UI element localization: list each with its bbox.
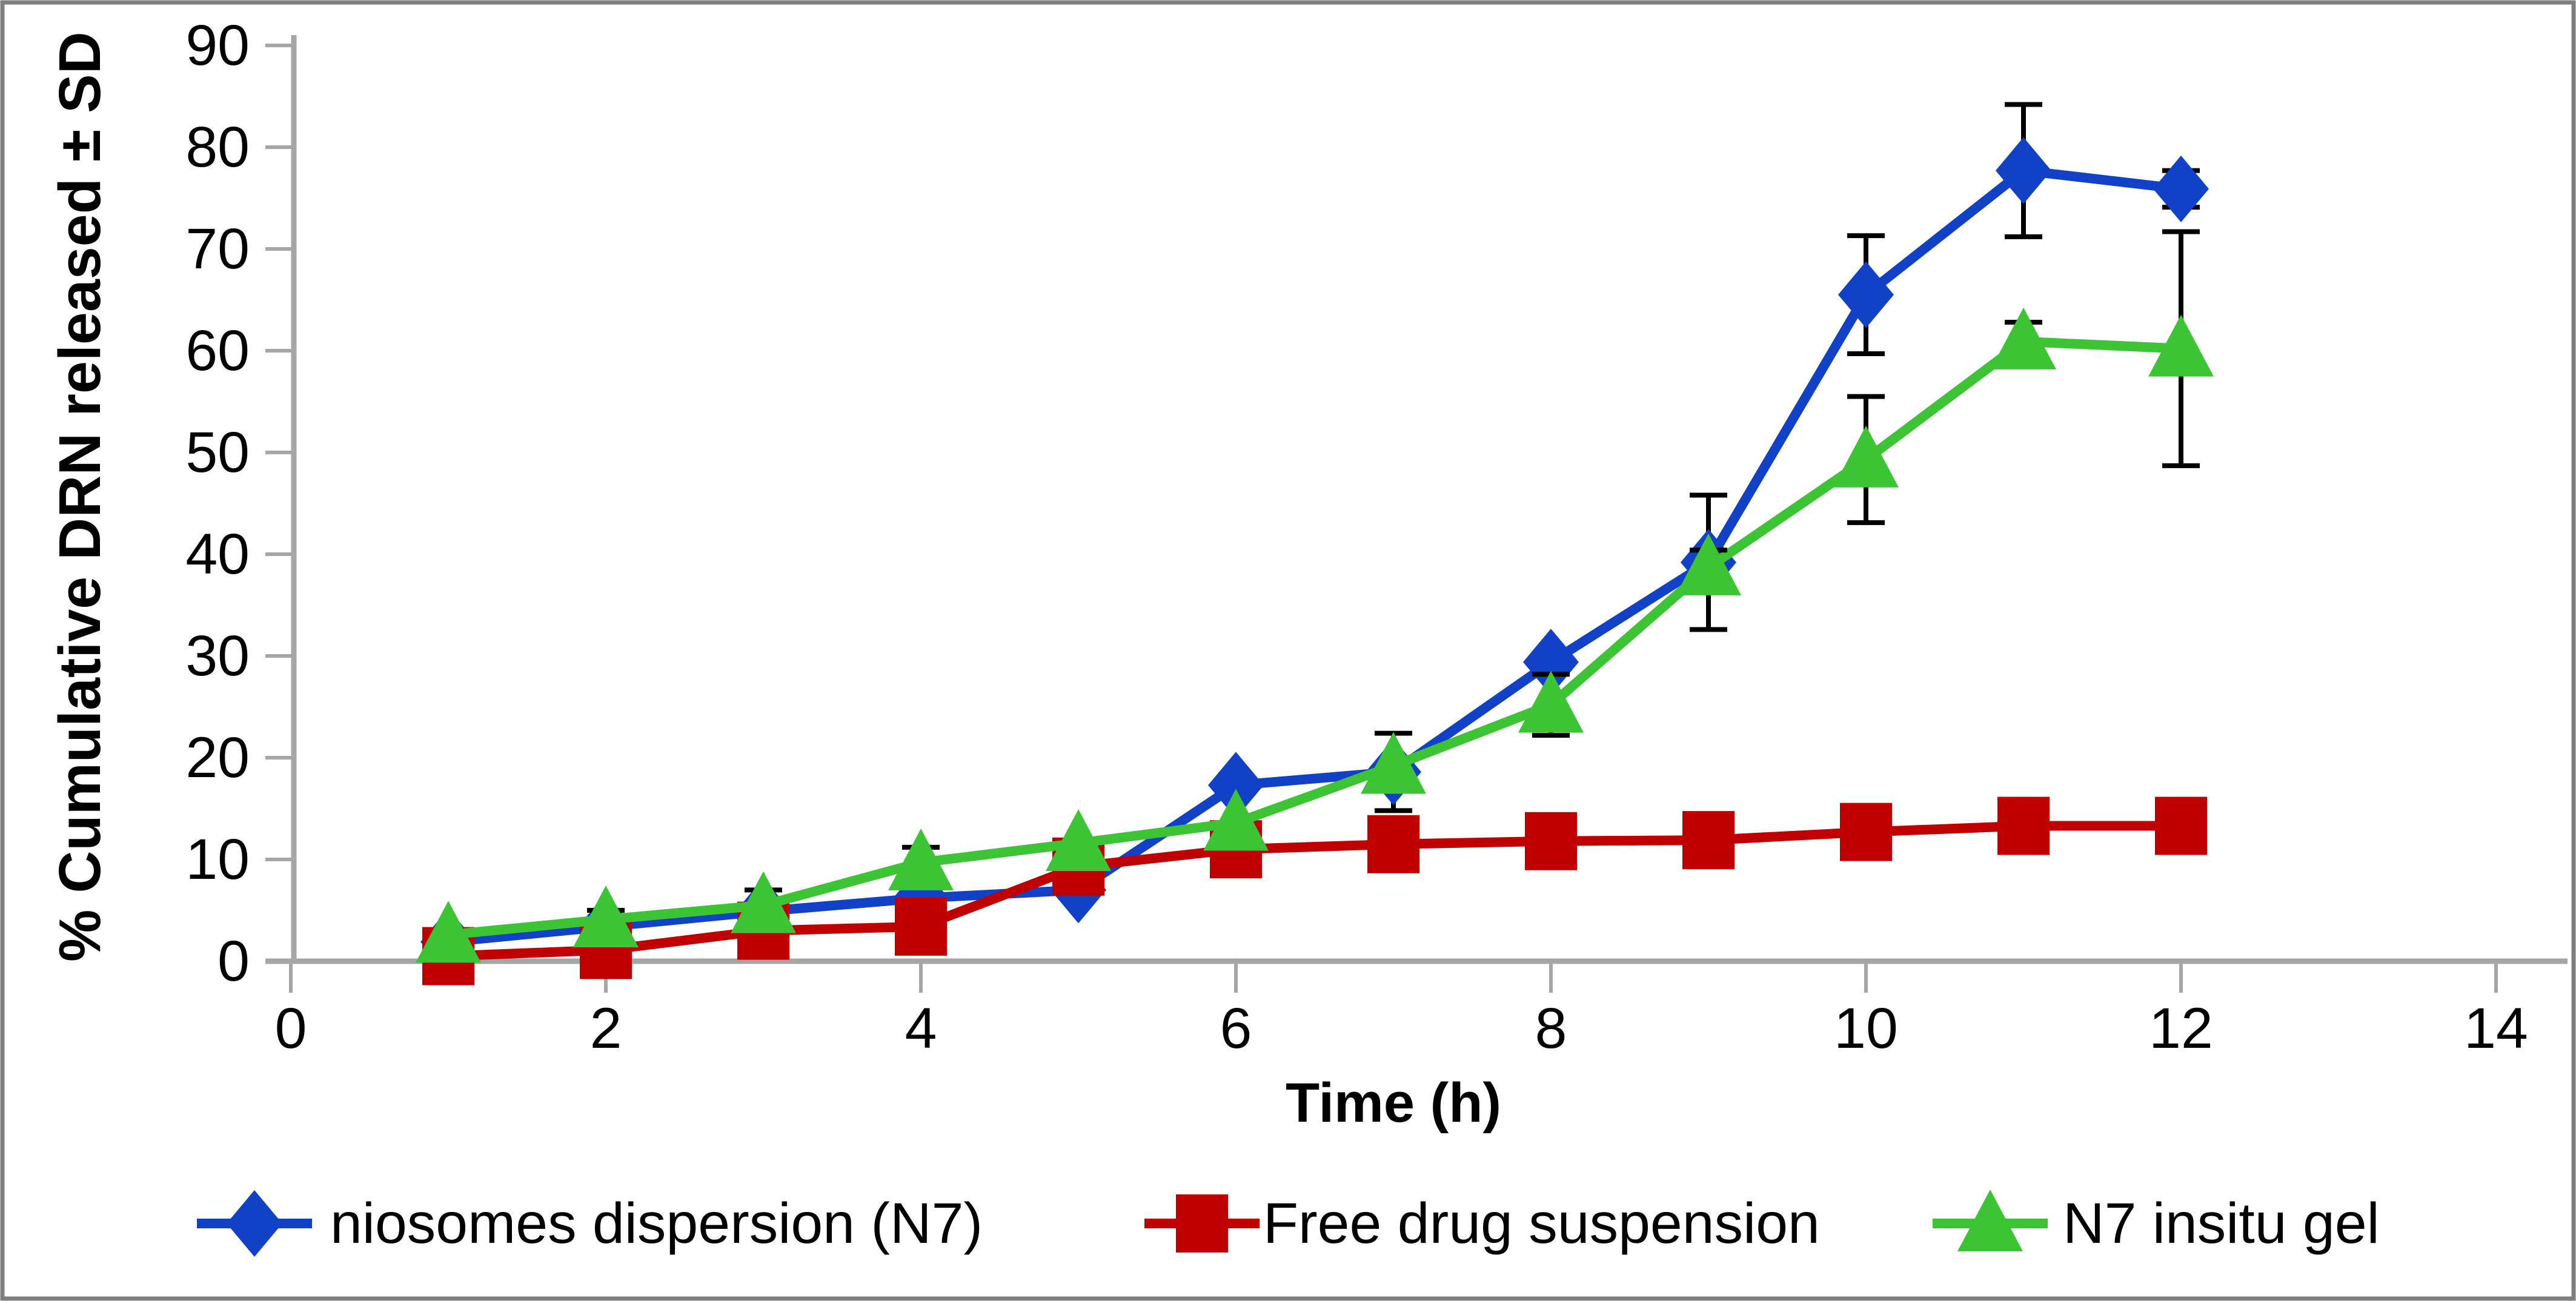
diamond-marker	[1208, 752, 1264, 819]
triangle-marker	[1676, 533, 1741, 595]
x-tick-label: 14	[2464, 996, 2528, 1061]
legend-square-icon	[1176, 1194, 1228, 1253]
series-line	[448, 336, 2182, 940]
legend-label: Free drug suspension	[1263, 1191, 1820, 1256]
x-axis-title: Time (h)	[1286, 1072, 1501, 1134]
series-n7-insitu-gel	[416, 229, 2214, 963]
triangle-marker	[1361, 732, 1426, 794]
y-tick-group: 0 10 20 30 40 50 60 70 80 90	[185, 13, 294, 993]
legend-item-free-drug-suspension: Free drug suspension	[1144, 1191, 1820, 1256]
square-marker	[895, 897, 947, 956]
triangle-marker	[1991, 307, 2056, 369]
x-tick-label: 0	[275, 996, 307, 1061]
legend-triangle-icon	[1957, 1190, 2023, 1251]
square-marker	[1682, 811, 1734, 870]
y-tick-label: 60	[185, 319, 250, 383]
y-tick-label: 80	[185, 115, 250, 179]
y-tick-label: 50	[185, 420, 250, 485]
triangle-marker	[1518, 670, 1584, 733]
series-line	[448, 821, 2181, 961]
legend-label: niosomes dispersion (N7)	[330, 1191, 983, 1256]
y-tick-label: 90	[185, 13, 250, 78]
y-tick-label: 0	[217, 929, 250, 993]
x-tick-label: 10	[1834, 996, 1898, 1061]
legend-label: N7 insitu gel	[2063, 1191, 2380, 1256]
diamond-marker	[1996, 137, 2051, 204]
square-marker	[2155, 796, 2207, 855]
x-tick-label: 8	[1535, 996, 1567, 1061]
square-marker	[1525, 812, 1577, 870]
x-tick-label: 2	[590, 996, 622, 1061]
legend-item-niosomes-dispersion-n7: niosomes dispersion (N7)	[197, 1190, 983, 1257]
diamond-marker	[2153, 155, 2209, 222]
legend-diamond-icon	[227, 1190, 282, 1257]
x-tick-label: 12	[2149, 996, 2213, 1061]
triangle-marker	[1046, 809, 1111, 872]
y-tick-label: 40	[185, 522, 250, 586]
y-tick-label: 20	[185, 726, 250, 790]
markers	[416, 307, 2214, 963]
triangle-marker	[731, 871, 796, 933]
axes	[265, 35, 2568, 964]
square-marker	[1367, 815, 1419, 873]
y-tick-label: 10	[185, 827, 250, 892]
triangle-marker	[888, 829, 954, 891]
square-marker	[1840, 803, 1892, 861]
diamond-marker	[1838, 261, 1894, 328]
y-tick-label: 30	[185, 624, 250, 688]
legend-item-n7-insitu-gel: N7 insitu gel	[1933, 1190, 2380, 1256]
series-free-drug-suspension	[422, 796, 2207, 985]
triangle-marker	[416, 901, 481, 963]
x-tick-label: 6	[1220, 996, 1252, 1061]
legend: niosomes dispersion (N7) Free drug suspen…	[197, 1190, 2380, 1257]
triangle-marker	[1833, 425, 1899, 488]
error-bars	[1375, 102, 2200, 813]
triangle-marker	[1203, 789, 1269, 851]
triangle-marker	[573, 886, 639, 948]
triangle-marker	[2148, 314, 2214, 377]
series-line	[448, 165, 2182, 947]
x-tick-label: 4	[905, 996, 937, 1061]
x-tick-group: 0 2 4 6 8 10 12 14	[275, 961, 2528, 1061]
diamond-marker	[1523, 629, 1579, 696]
square-marker	[1997, 796, 2050, 855]
y-axis-title: % Cumulative DRN released ± SD	[47, 31, 113, 962]
y-tick-label: 70	[185, 217, 250, 281]
